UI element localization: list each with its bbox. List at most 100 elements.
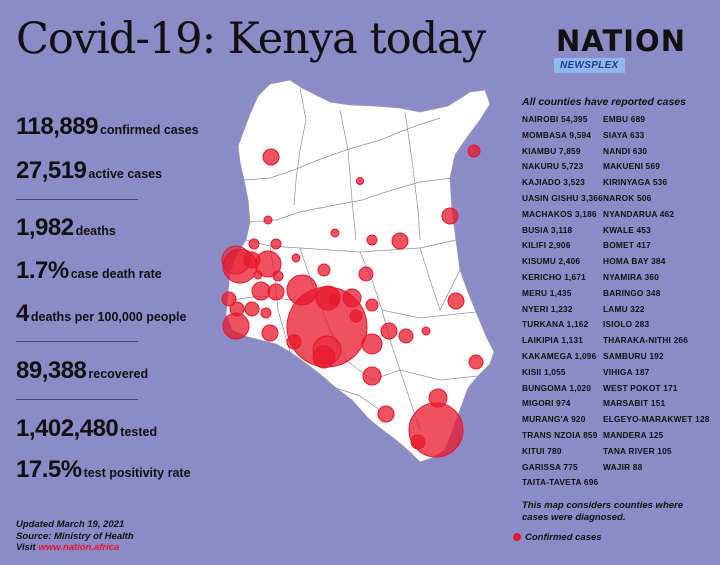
county-row: BOMET 417 xyxy=(603,240,651,250)
counties-header: All counties have reported cases xyxy=(522,96,686,108)
visit-line: Visit www.nation.africa xyxy=(16,542,134,554)
county-row: KIRINYAGA 536 xyxy=(603,177,667,187)
county-cases: 322 xyxy=(630,303,645,314)
county-cases: 192 xyxy=(649,351,664,361)
county-row: WEST POKOT 171 xyxy=(603,383,678,393)
bubble-marsabit xyxy=(356,177,364,185)
stat-value: 27,519 xyxy=(16,157,87,184)
bubble-laikipia xyxy=(358,266,374,282)
bubble-meru xyxy=(380,322,398,340)
county-cases: 1,435 xyxy=(549,287,572,298)
county-row: TRANS NZOIA 859 xyxy=(522,430,598,440)
county-cases: 1,020 xyxy=(569,382,592,393)
bubble-taita-taveta xyxy=(377,405,395,423)
bubble-mandera xyxy=(467,144,481,158)
county-row: BUNGOMA 1,020 xyxy=(522,383,591,393)
county-row: MANDERA 125 xyxy=(603,430,663,440)
bubble-lamu xyxy=(468,354,484,370)
county-cases: 128 xyxy=(695,414,710,425)
bubble-kakamega xyxy=(243,251,261,269)
county-cases: 780 xyxy=(547,445,562,456)
county-row: VIHIGA 187 xyxy=(603,367,649,377)
county-cases: 9,594 xyxy=(569,129,592,140)
map-note-line: This map considers counties where xyxy=(522,500,684,511)
county-name: TRANS NZOIA xyxy=(522,430,581,440)
county-cases: 633 xyxy=(630,129,645,140)
stat-label: tested xyxy=(120,425,158,439)
bubble-nyeri xyxy=(342,288,362,308)
bubble-kilifi xyxy=(428,388,448,408)
county-name: LAMU xyxy=(603,303,628,314)
county-cases: 5,723 xyxy=(561,161,584,172)
county-cases: 125 xyxy=(649,430,664,440)
bubble-narok xyxy=(286,334,302,350)
county-row: KAKAMEGA 1,096 xyxy=(522,351,596,361)
bubble-nakuru xyxy=(286,274,318,306)
county-name: NAROK xyxy=(603,193,635,203)
stat-label: confirmed cases xyxy=(99,123,199,137)
nation-link[interactable]: www.nation.africa xyxy=(38,542,120,553)
map-note: This map considers counties where cases … xyxy=(522,500,683,523)
county-row: KAJIADO 3,523 xyxy=(522,177,585,187)
county-cases: 462 xyxy=(659,208,675,219)
county-name: WEST POKOT xyxy=(603,382,661,393)
county-name: KIRINYAGA xyxy=(603,177,651,188)
divider xyxy=(16,399,138,400)
county-cases: 171 xyxy=(663,382,678,393)
bubble-kitui xyxy=(398,328,414,344)
bubble-turkana xyxy=(262,148,280,166)
county-name: LAIKIPIA xyxy=(522,335,559,346)
county-row: MURANG'A 920 xyxy=(522,414,586,424)
county-cases: 630 xyxy=(632,145,648,156)
county-row: NYANDARUA 462 xyxy=(603,209,674,219)
stat-value: 4 xyxy=(16,300,29,327)
county-name: MANDERA xyxy=(603,430,647,440)
county-row: WAJIR 88 xyxy=(603,462,642,472)
county-row: NYERI 1,232 xyxy=(522,304,573,314)
county-cases: 417 xyxy=(636,240,651,251)
map-legend: Confirmed cases xyxy=(513,532,602,543)
county-cases: 266 xyxy=(673,335,689,346)
county-name: NAKURU xyxy=(522,161,560,172)
county-row: MERU 1,435 xyxy=(522,288,572,298)
stat-label: test positivity rate xyxy=(83,466,191,480)
bubble-isiolo xyxy=(366,234,378,246)
bubble-trans-nzoia xyxy=(270,238,282,250)
county-row: ISIOLO 283 xyxy=(603,319,649,329)
county-row: UASIN GISHU 3,366 xyxy=(522,193,603,203)
county-cases: 506 xyxy=(636,193,652,203)
visit-prefix: Visit xyxy=(16,542,39,553)
county-row: NAROK 506 xyxy=(603,193,651,203)
county-name: BARINGO xyxy=(603,287,644,298)
county-row: TANA RIVER 105 xyxy=(603,446,672,456)
county-name: TURKANA xyxy=(522,319,565,330)
county-name: MURANG'A xyxy=(522,414,569,425)
county-name: NYAMIRA xyxy=(603,272,643,282)
county-row: SIAYA 633 xyxy=(603,130,645,140)
bubble-tana-river xyxy=(421,326,431,336)
county-cases: 348 xyxy=(646,287,661,298)
county-row: LAIKIPIA 1,131 xyxy=(522,335,583,345)
county-cases: 2,906 xyxy=(548,240,571,251)
county-row: KWALE 453 xyxy=(603,225,651,235)
bubble-kirinyaga xyxy=(349,309,363,323)
county-cases: 1,096 xyxy=(574,351,597,361)
county-name: ISIOLO xyxy=(603,319,633,330)
bubble-elgeyo xyxy=(291,253,301,263)
stat-label: active cases xyxy=(88,167,163,181)
bubble-makueni xyxy=(362,366,382,386)
county-row: KISUMU 2,406 xyxy=(522,256,580,266)
county-name: KAJIADO xyxy=(522,177,561,188)
stat-test-positivity: 17.5% test positivity rate xyxy=(16,456,191,484)
county-row: KISII 1,055 xyxy=(522,367,566,377)
county-row: TURKANA 1,162 xyxy=(522,319,588,329)
county-name: NYERI xyxy=(522,303,549,314)
bubble-wajir xyxy=(441,207,459,225)
bubble-kericho xyxy=(267,283,285,301)
county-row: KIAMBU 7,859 xyxy=(522,146,581,156)
county-row: MAKUENI 569 xyxy=(603,161,660,171)
county-name: MIGORI xyxy=(522,398,554,409)
county-name: THARAKA-NITHI xyxy=(603,335,672,346)
stat-value: 1,402,480 xyxy=(16,415,119,442)
bubble-nyamira xyxy=(260,307,272,319)
